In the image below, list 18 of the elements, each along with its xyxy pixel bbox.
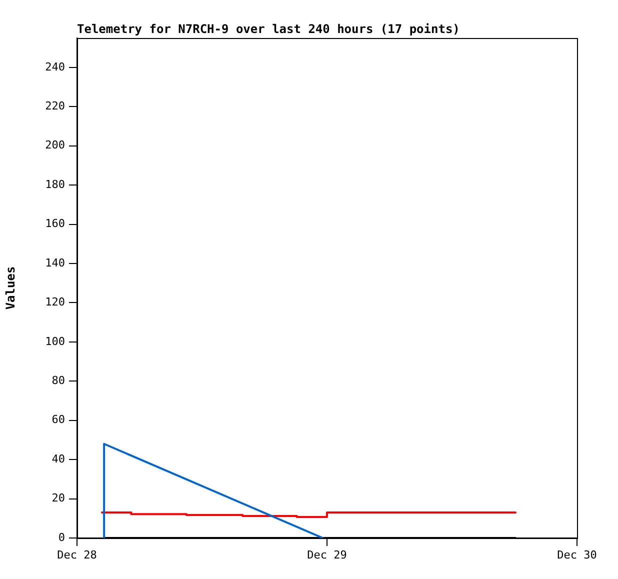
y-tick-label: 140 — [45, 256, 65, 270]
x-tick-label: Dec 29 — [307, 548, 347, 562]
y-tick-label: 180 — [45, 178, 65, 191]
x-tick-label: Dec 28 — [57, 548, 97, 562]
y-tick-label: 200 — [45, 138, 65, 152]
y-tick-label: 80 — [52, 374, 65, 387]
chart-title: Telemetry for N7RCH-9 over last 240 hours (17 points) — [77, 22, 460, 36]
y-axis-title: Values — [3, 266, 18, 310]
y-tick-label: 0 — [58, 530, 65, 544]
y-tick-label: 160 — [45, 217, 65, 230]
y-tick-label: 120 — [45, 296, 65, 309]
y-tick-label: 60 — [52, 413, 65, 426]
x-tick-label: Dec 30 — [557, 548, 597, 562]
y-tick-label: 220 — [45, 99, 65, 112]
y-tick-label: 20 — [52, 492, 65, 505]
y-tick-label: 240 — [45, 60, 65, 74]
y-tick-label: 100 — [45, 334, 65, 348]
y-tick-label: 40 — [52, 452, 65, 466]
